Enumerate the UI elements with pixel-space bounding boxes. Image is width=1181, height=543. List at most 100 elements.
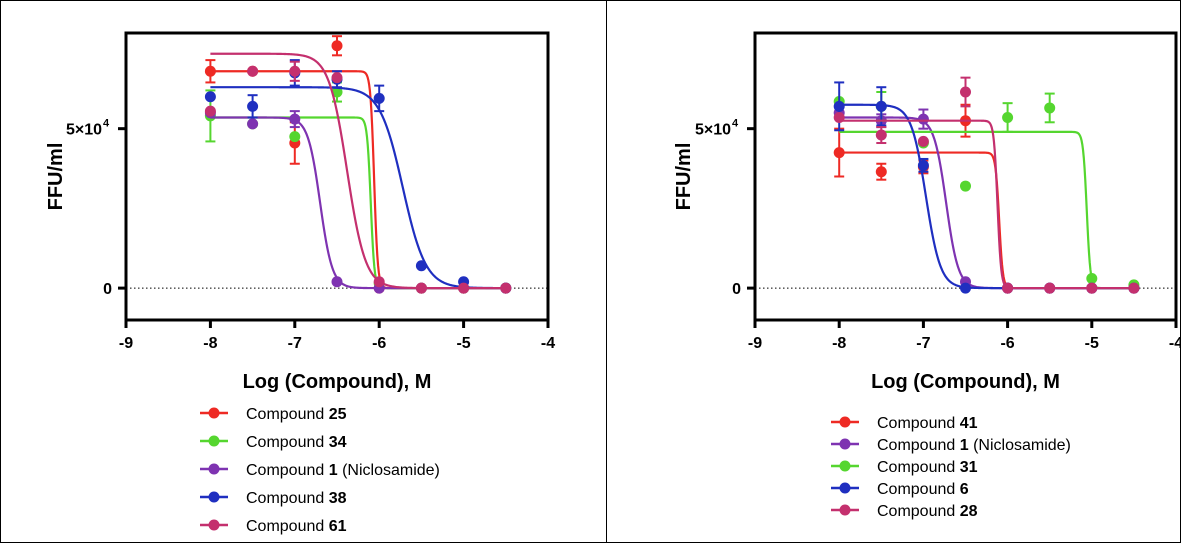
x-axis-title: Log (Compound), M [871,371,1060,393]
legend-label: Compound 61 [246,518,347,535]
x-tick-label: -4 [541,335,555,352]
x-tick-label: -8 [203,335,217,352]
data-point [833,147,845,159]
y-axis-title: FFU/ml [673,143,695,211]
data-point [875,100,887,112]
data-point [204,65,216,77]
fit-curve [210,52,506,290]
right-chart-panel: -9 -8 -7 -6 -5 -4 0 5×10 4 Log (Compound), M FFU/m… [673,31,1181,520]
fit-curve [839,119,1134,290]
plot-area-frame [124,31,550,322]
data-point [204,105,216,117]
legend-marker [839,460,851,472]
fit-curve [210,116,506,290]
series-38 [204,59,512,294]
y-tick-label: 5×10 [695,122,731,139]
data-point [247,100,259,112]
data-point [331,86,343,98]
x-tick-label: -6 [1000,335,1014,352]
data-point [1002,112,1014,124]
legend-marker [839,416,851,428]
legend-marker [839,438,851,450]
left-chart-panel: -9 -8 -7 -6 -5 -4 0 5×10 4 Log (Compound), M FFU/m… [45,31,555,535]
data-point [331,276,343,288]
legend-entry-25: Compound 25 [200,406,347,423]
y-tick-exponent: 4 [732,118,739,130]
legend-marker [839,504,851,516]
fit-curve [210,86,506,290]
y-tick-exponent: 4 [103,118,110,130]
legend-entry-41: Compound 41 [831,415,978,432]
y-axis-title: FFU/ml [45,143,67,211]
legend-marker [208,435,220,447]
series-34 [204,81,512,294]
legend-entry-1: Compound 1 (Niclosamide) [831,437,1071,454]
data-point [500,282,512,294]
data-point [247,118,259,130]
x-tick-label: -9 [119,335,133,352]
legend-label: Compound 28 [877,503,978,520]
fit-curve [839,130,1134,290]
data-point [331,40,343,52]
x-axis-title: Log (Compound), M [243,371,432,393]
legend-label: Compound 25 [246,406,347,423]
data-point [373,276,385,288]
data-point [1044,102,1056,114]
y-tick-label: 0 [732,281,741,298]
data-point [1128,282,1140,294]
x-tick-label: -9 [748,335,762,352]
data-point [960,282,971,294]
legend-entry-31: Compound 31 [831,459,978,476]
legend-marker [208,491,220,503]
plot-area-frame [753,31,1178,322]
legend-label: Compound 31 [877,459,978,476]
legend-entry-6: Compound 6 [831,481,969,498]
legend-marker [839,482,851,494]
legend-label: Compound 6 [877,481,969,498]
data-point [415,282,427,294]
data-point [917,113,929,125]
legend-label: Compound 1 (Niclosamide) [877,437,1071,454]
x-tick-label: -5 [1085,335,1099,352]
data-point [458,282,470,294]
legend-marker [208,407,220,419]
data-point [289,65,301,77]
fit-curve [210,116,506,290]
legend-label: Compound 41 [877,415,978,432]
data-point [833,100,845,112]
legend-label: Compound 38 [246,490,347,507]
legend-marker [208,463,220,475]
data-point [875,166,887,178]
legend-entry-61: Compound 61 [200,518,347,535]
data-point [960,180,971,192]
x-tick-label: -7 [916,335,930,352]
data-point [1044,282,1056,294]
x-tick-label: -8 [832,335,846,352]
legend-entry-28: Compound 28 [831,503,978,520]
data-point [415,260,427,272]
x-tick-label: -4 [1169,335,1181,352]
series-61 [204,52,512,294]
data-point [331,72,343,84]
data-point [289,113,301,125]
data-point [1086,282,1098,294]
data-point [289,131,301,143]
data-point [373,92,385,104]
data-point [960,86,971,98]
legend-label: Compound 34 [246,434,347,451]
data-point [1002,282,1014,294]
data-point [833,112,845,124]
data-point [917,135,929,147]
y-tick-label: 5×10 [66,122,102,139]
data-point [917,159,929,171]
legend-entry-1: Compound 1 (Niclosamide) [200,462,440,479]
x-tick-label: -5 [456,335,470,352]
legend-entry-38: Compound 38 [200,490,347,507]
x-tick-label: -7 [288,335,302,352]
series-1 [204,107,512,294]
data-point [1086,273,1098,285]
data-point [247,65,259,77]
legend-entry-34: Compound 34 [200,434,347,451]
x-tick-label: -6 [372,335,386,352]
